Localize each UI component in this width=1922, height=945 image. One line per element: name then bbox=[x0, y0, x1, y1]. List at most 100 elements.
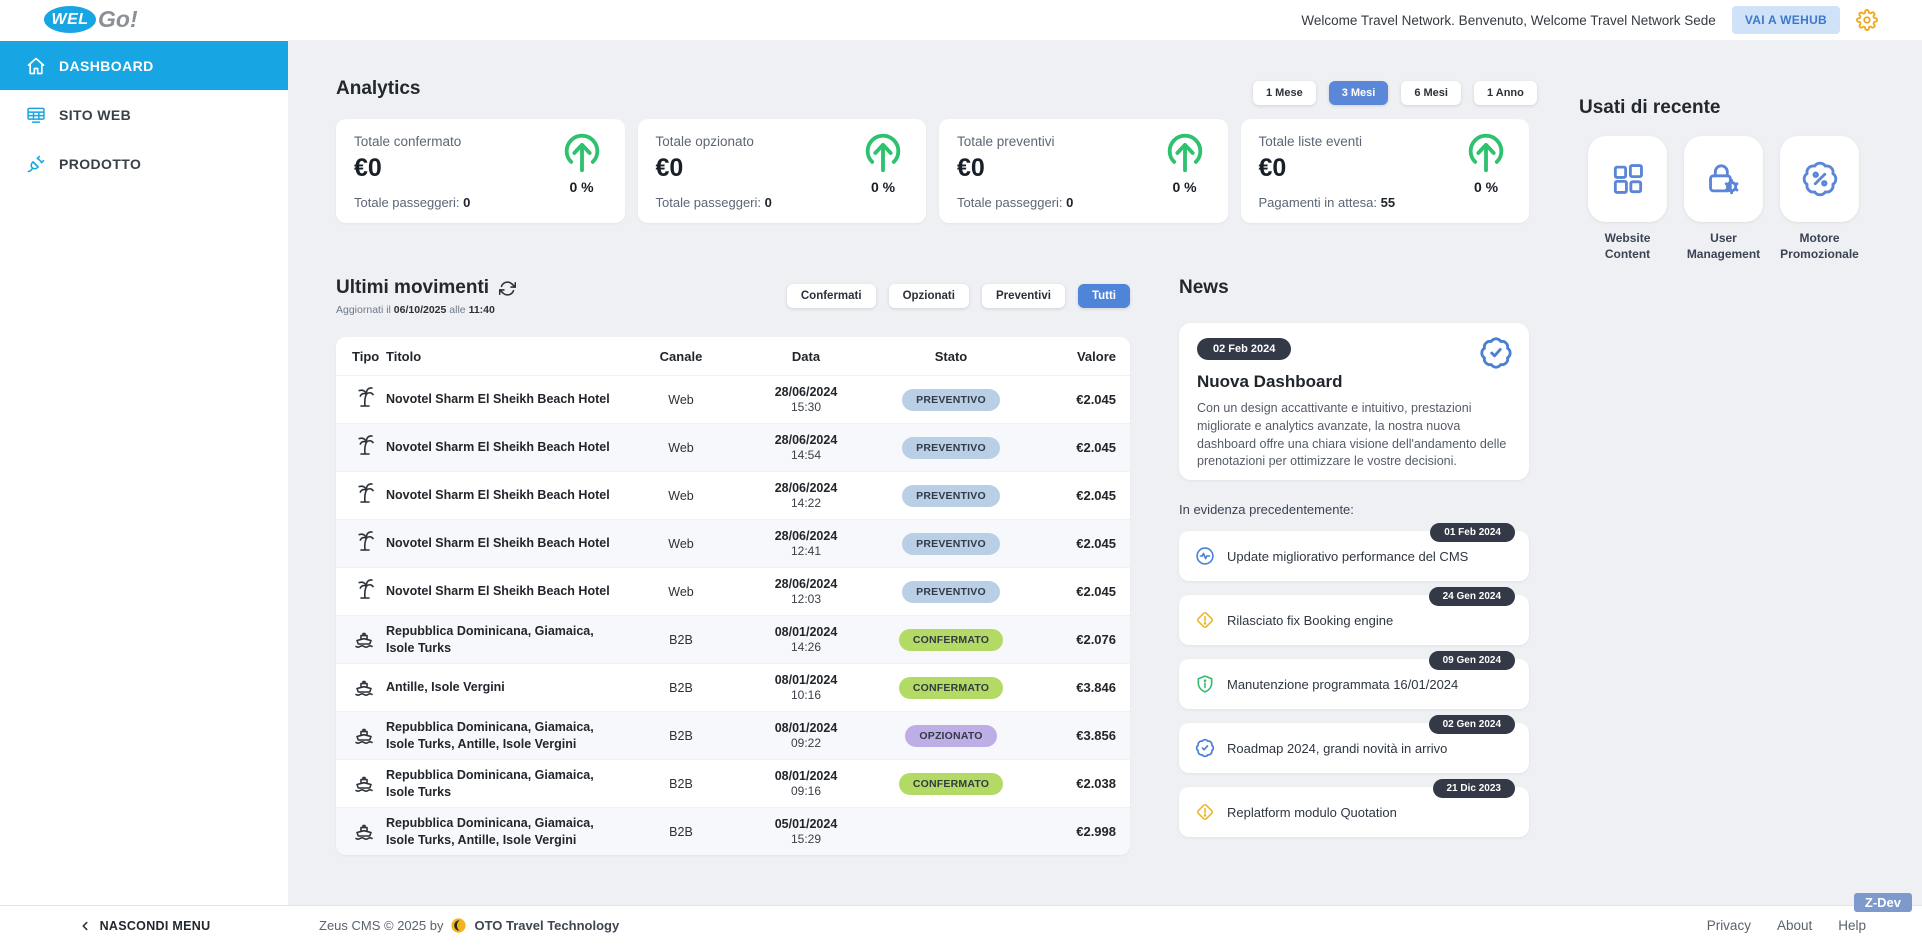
grid-squares-icon bbox=[1609, 160, 1647, 198]
shield-info-icon bbox=[1195, 674, 1215, 694]
row-value: €2.045 bbox=[1076, 536, 1116, 551]
settings-gear-icon[interactable] bbox=[1856, 9, 1878, 31]
footer-link-privacy[interactable]: Privacy bbox=[1706, 918, 1751, 933]
stat-value: €0 bbox=[1258, 154, 1287, 182]
row-channel: Web bbox=[668, 488, 694, 503]
ship-icon bbox=[352, 673, 376, 697]
stat-card-totale-liste-eventi: Totale liste eventi €0 Pagamenti in attesa… bbox=[1240, 119, 1529, 223]
period-filter-group: 1 Mese 3 Mesi 6 Mesi 1 Anno bbox=[1253, 81, 1537, 105]
column-header-titolo: Titolo bbox=[386, 348, 422, 364]
sidebar-item-dashboard[interactable]: DASHBOARD bbox=[0, 41, 288, 90]
news-item[interactable]: Manutenzione programmata 16/01/2024 09 Ge… bbox=[1179, 651, 1529, 709]
status-badge: CONFERMATO bbox=[898, 628, 1004, 651]
news-item[interactable]: Roadmap 2024, grandi novità in arrivo 02 … bbox=[1179, 715, 1529, 773]
recently-used-section: Usati di recente Website Content User Man… bbox=[1579, 97, 1899, 262]
palm-tree-icon bbox=[352, 433, 376, 457]
period-button-6-mesi[interactable]: 6 Mesi bbox=[1401, 81, 1461, 105]
table-row[interactable]: Repubblica Dominicana, Giamaica, Isole T… bbox=[336, 807, 1130, 855]
row-title: Novotel Sharm El Sheikh Beach Hotel bbox=[386, 392, 610, 407]
row-title: Repubblica Dominicana, Giamaica, Isole T… bbox=[386, 624, 594, 655]
stat-value: €0 bbox=[354, 154, 382, 182]
row-title: Repubblica Dominicana, Giamaica, Isole T… bbox=[386, 816, 594, 847]
trend-up-icon bbox=[860, 130, 906, 176]
status-badge: PREVENTIVO bbox=[902, 532, 1000, 555]
status-badge: PREVENTIVO bbox=[902, 484, 1000, 507]
row-channel: B2B bbox=[669, 728, 693, 743]
movement-filter-opzionati[interactable]: Opzionati bbox=[888, 284, 969, 308]
refresh-icon[interactable] bbox=[499, 280, 517, 297]
sidebar-nav: DASHBOARD SITO WEB PRODOTTO bbox=[0, 41, 288, 188]
table-row[interactable]: Repubblica Dominicana, Giamaica, Isole T… bbox=[336, 615, 1130, 663]
footer-link-about[interactable]: About bbox=[1776, 918, 1813, 933]
movements-table: Tipo Titolo Canale Data Stato Valore Novotel … bbox=[336, 337, 1130, 855]
plug-icon bbox=[26, 154, 46, 174]
news-item[interactable]: Rilasciato fix Booking engine 24 Gen 2024 bbox=[1179, 587, 1529, 645]
featured-news-body: Con un design accattivante e intuitivo, … bbox=[1197, 401, 1507, 469]
wehub-button[interactable]: VAI A WEHUB bbox=[1731, 6, 1840, 34]
logo-wel: WEL bbox=[44, 6, 96, 33]
table-row[interactable]: Novotel Sharm El Sheikh Beach Hotel Web 28… bbox=[336, 375, 1130, 423]
stat-value: €0 bbox=[957, 154, 985, 182]
analytics-title: Analytics bbox=[336, 78, 421, 99]
palm-tree-icon bbox=[352, 385, 376, 409]
row-title: Novotel Sharm El Sheikh Beach Hotel bbox=[386, 584, 610, 599]
row-channel: Web bbox=[668, 392, 694, 407]
news-section: News 02 Feb 2024 Nuova Dashboard Con un … bbox=[1179, 277, 1529, 837]
hide-menu-button[interactable]: NASCONDI MENU bbox=[0, 905, 288, 945]
ship-icon bbox=[352, 769, 376, 793]
featured-news-title: Nuova Dashboard bbox=[1197, 372, 1343, 391]
stat-sub: Pagamenti in attesa: 55 bbox=[1258, 195, 1396, 210]
previous-news-list: Update migliorativo performance del CMS 0… bbox=[1179, 523, 1529, 837]
row-channel: Web bbox=[668, 584, 694, 599]
welgo-logo[interactable]: WEL Go! bbox=[44, 6, 138, 33]
row-channel: B2B bbox=[669, 824, 693, 839]
table-row[interactable]: Novotel Sharm El Sheikh Beach Hotel Web 28… bbox=[336, 471, 1130, 519]
table-row[interactable]: Repubblica Dominicana, Giamaica, Isole T… bbox=[336, 711, 1130, 759]
stat-card-totale-preventivi: Totale preventivi €0 Totale passeggeri: 0 0… bbox=[939, 119, 1228, 223]
recent-tile-website-content[interactable]: Website Content bbox=[1588, 136, 1667, 262]
column-header-stato: Stato bbox=[934, 348, 968, 364]
recent-tile-motore-promozionale[interactable]: Motore Promozionale bbox=[1780, 136, 1859, 262]
stat-change: 0 % bbox=[553, 130, 611, 195]
stat-percent: 0 % bbox=[1172, 179, 1197, 195]
row-date: 28/06/2024 12:41 bbox=[774, 529, 838, 558]
news-title: News bbox=[1179, 277, 1229, 298]
row-title: Antille, Isole Vergini bbox=[386, 680, 505, 695]
movement-filter-confermati[interactable]: Confermati bbox=[786, 284, 876, 308]
copyright-text: Zeus CMS © 2025 by bbox=[319, 918, 444, 933]
period-button-3-mesi[interactable]: 3 Mesi bbox=[1328, 81, 1389, 105]
sidebar: WEL Go! DASHBOARD SITO WEB PRODOTTO NASCON… bbox=[0, 0, 288, 945]
period-button-1-mese[interactable]: 1 Mese bbox=[1253, 81, 1316, 105]
period-button-1-anno[interactable]: 1 Anno bbox=[1473, 81, 1537, 105]
ship-icon bbox=[352, 721, 376, 745]
row-title: Repubblica Dominicana, Giamaica, Isole T… bbox=[386, 720, 594, 751]
movements-title: Ultimi movimenti bbox=[336, 277, 490, 298]
footer-link-help[interactable]: Help bbox=[1838, 918, 1866, 933]
alert-diamond-icon bbox=[1195, 802, 1215, 822]
news-item[interactable]: Replatform modulo Quotation 21 Dic 2023 bbox=[1179, 779, 1529, 837]
row-date: 28/06/2024 14:54 bbox=[774, 433, 838, 462]
table-row[interactable]: Novotel Sharm El Sheikh Beach Hotel Web 28… bbox=[336, 567, 1130, 615]
stat-percent: 0 % bbox=[870, 179, 896, 195]
movement-filter-tutti[interactable]: Tutti bbox=[1077, 284, 1130, 308]
stat-change: 0 % bbox=[854, 130, 912, 195]
recently-used-title: Usati di recente bbox=[1579, 97, 1721, 118]
badge-check-icon bbox=[1479, 336, 1513, 370]
movement-filter-preventivi[interactable]: Preventivi bbox=[981, 284, 1065, 308]
sidebar-item-prodotto[interactable]: PRODOTTO bbox=[0, 139, 288, 188]
status-badge: PREVENTIVO bbox=[902, 580, 1000, 603]
sidebar-item-sito-web[interactable]: SITO WEB bbox=[0, 90, 288, 139]
row-date: 28/06/2024 14:22 bbox=[774, 481, 838, 510]
ship-icon bbox=[352, 625, 376, 649]
last-updated: Aggiornati il 06/10/2025 alle 11:40 bbox=[336, 304, 495, 316]
recent-tile-user-management[interactable]: User Management bbox=[1684, 136, 1763, 262]
chevron-left-icon bbox=[78, 919, 92, 933]
table-row[interactable]: Repubblica Dominicana, Giamaica, Isole T… bbox=[336, 759, 1130, 807]
news-item-date-badge: 09 Gen 2024 bbox=[1428, 651, 1515, 670]
stat-label: Totale liste eventi bbox=[1258, 134, 1363, 149]
news-item[interactable]: Update migliorativo performance del CMS 0… bbox=[1179, 523, 1529, 581]
table-row[interactable]: Antille, Isole Vergini B2B 08/01/2024 10:16… bbox=[336, 663, 1130, 711]
table-row[interactable]: Novotel Sharm El Sheikh Beach Hotel Web 28… bbox=[336, 423, 1130, 471]
row-title: Repubblica Dominicana, Giamaica, Isole T… bbox=[386, 768, 594, 799]
table-row[interactable]: Novotel Sharm El Sheikh Beach Hotel Web 28… bbox=[336, 519, 1130, 567]
